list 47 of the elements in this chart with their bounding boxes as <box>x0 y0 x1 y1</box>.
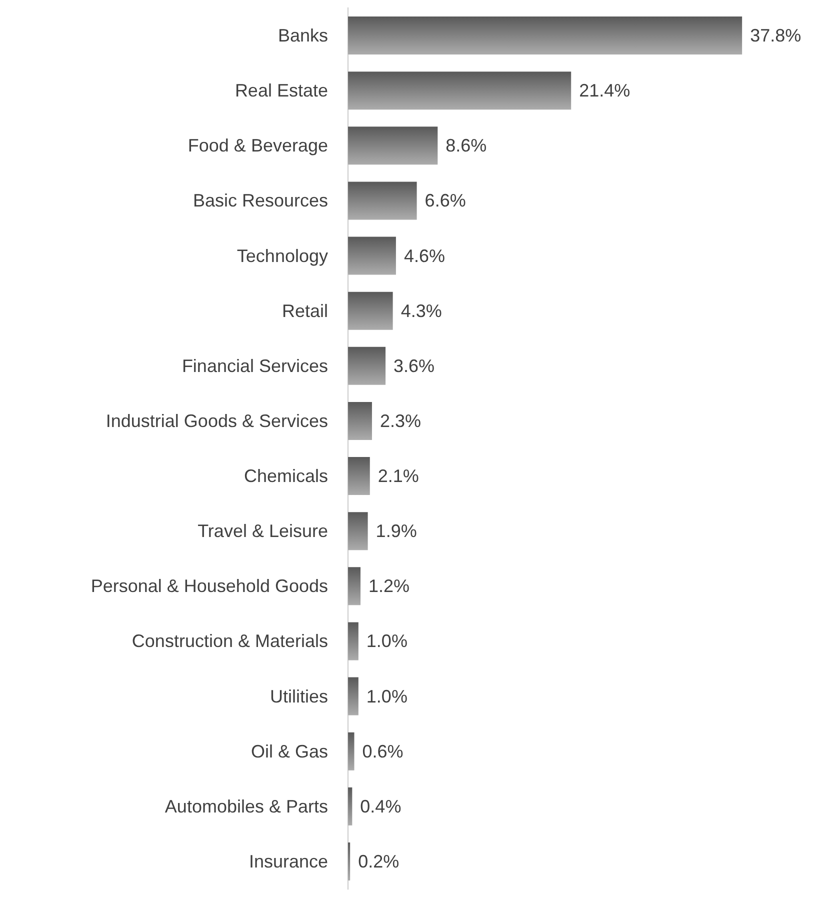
bar <box>348 126 438 165</box>
data-label: 1.2% <box>368 576 410 596</box>
y-tick-label: Construction & Materials <box>132 631 328 652</box>
data-label: 37.8% <box>750 26 802 46</box>
data-label: 0.2% <box>358 851 400 872</box>
y-tick-label: Automobiles & Parts <box>164 796 328 816</box>
data-label: 8.6% <box>446 136 487 156</box>
y-tick-label: Oil & Gas <box>250 741 328 762</box>
data-label: 2.1% <box>378 466 419 486</box>
y-tick-label: Insurance <box>248 851 328 872</box>
bar <box>348 72 572 110</box>
bar <box>348 677 358 716</box>
data-label: 1.9% <box>376 521 417 542</box>
bar <box>348 732 354 770</box>
data-label: 0.4% <box>360 796 402 816</box>
y-tick-label: Banks <box>278 26 328 46</box>
data-label: 2.3% <box>380 410 422 431</box>
y-tick-label: Industrial Goods & Services <box>106 410 328 431</box>
bar <box>348 346 386 385</box>
bar <box>348 787 352 826</box>
data-label: 6.6% <box>424 190 466 211</box>
y-tick-label: Personal & Household Goods <box>90 576 328 596</box>
bar <box>348 512 368 550</box>
y-tick-label: Retail <box>282 300 328 321</box>
y-tick-label: Financial Services <box>182 356 328 376</box>
bar <box>348 182 417 220</box>
y-tick-label: Technology <box>236 246 328 266</box>
y-tick-label: Chemicals <box>244 466 328 486</box>
data-label: 0.6% <box>362 741 404 762</box>
data-label: 21.4% <box>579 80 630 101</box>
bar <box>348 567 361 606</box>
bar <box>348 236 396 275</box>
bar <box>348 16 742 55</box>
bar <box>348 402 372 440</box>
bar <box>348 457 370 496</box>
y-tick-label: Basic Resources <box>192 190 328 211</box>
bar <box>348 292 393 330</box>
data-label: 1.0% <box>366 686 408 706</box>
y-tick-label: Travel & Leisure <box>198 521 328 542</box>
y-tick-label: Real Estate <box>234 80 328 101</box>
y-tick-label: Utilities <box>270 686 328 706</box>
data-label: 3.6% <box>394 356 435 376</box>
data-label: 1.0% <box>366 631 408 652</box>
bar <box>348 622 358 660</box>
y-tick-label: Food & Beverage <box>188 136 328 156</box>
data-label: 4.3% <box>400 300 442 321</box>
data-label: 4.6% <box>404 246 445 266</box>
